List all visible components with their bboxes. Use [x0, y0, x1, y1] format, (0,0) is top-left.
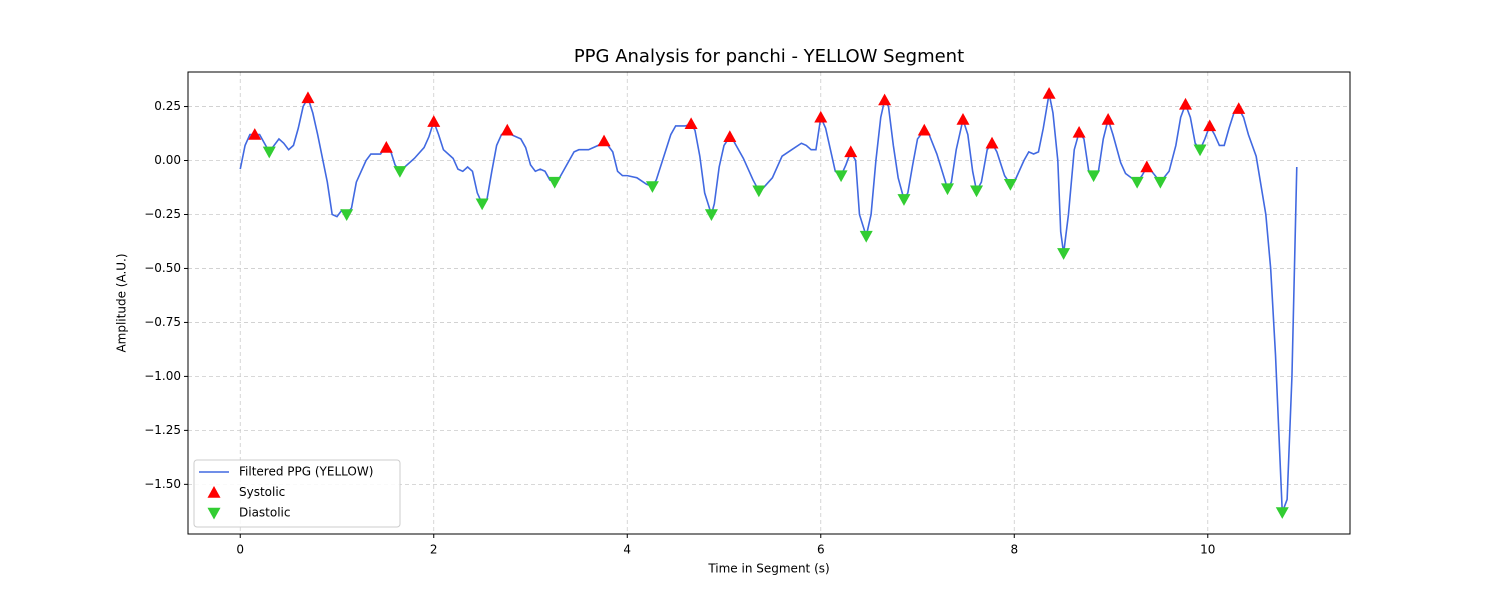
y-tick-label: −1.25: [144, 423, 181, 437]
legend-label: Diastolic: [239, 506, 291, 520]
systolic-marker: [427, 115, 441, 127]
y-axis-label: Amplitude (A.U.): [115, 253, 129, 352]
systolic-marker: [1203, 119, 1217, 132]
diastolic-marker: [1087, 170, 1101, 183]
diastolic-marker: [1193, 144, 1207, 157]
diastolic-marker: [340, 209, 354, 221]
diastolic-marker: [393, 166, 407, 178]
x-axis-label: Time in Segment (s): [707, 562, 829, 576]
legend-swatch: [207, 486, 221, 498]
x-tick-label: 8: [1010, 543, 1018, 557]
systolic-marker: [878, 93, 892, 106]
diastolic-marker: [475, 198, 489, 211]
systolic-marker: [985, 136, 999, 149]
legend-box: [193, 459, 401, 528]
x-tick-label: 4: [623, 543, 631, 557]
systolic-marker: [379, 141, 393, 153]
diastolic-marker: [834, 170, 848, 183]
diastolic-marker: [645, 181, 659, 193]
systolic-marker: [1232, 102, 1246, 114]
diastolic-marker: [262, 146, 276, 159]
systolic-marker: [814, 110, 828, 123]
systolic-marker: [844, 145, 858, 158]
diastolic-marker: [704, 209, 718, 221]
x-tick-label: 6: [817, 543, 825, 557]
y-tick-label: 0.00: [154, 153, 181, 167]
y-tick-label: −1.50: [144, 477, 181, 491]
diastolic-marker: [548, 176, 562, 189]
diastolic-marker: [1057, 248, 1071, 260]
diastolic-marker: [897, 194, 911, 206]
systolic-marker: [684, 117, 698, 130]
chart-title: PPG Analysis for panchi - YELLOW Segment: [574, 46, 964, 67]
systolic-marker: [1072, 125, 1086, 138]
y-tick-label: −0.25: [144, 207, 181, 221]
x-tick-label: 2: [430, 543, 438, 557]
legend-swatch: [207, 507, 221, 520]
diastolic-marker: [859, 230, 873, 243]
systolic-marker: [248, 128, 262, 140]
legend-label: Filtered PPG (YELLOW): [239, 465, 373, 479]
systolic-marker: [500, 123, 514, 136]
systolic-marker: [917, 123, 931, 136]
diastolic-marker: [1003, 179, 1017, 191]
y-tick-label: −0.75: [144, 315, 181, 329]
y-tick-label: −0.50: [144, 261, 181, 275]
systolic-marker: [723, 130, 737, 142]
legend-label: Systolic: [239, 485, 285, 499]
systolic-marker: [1179, 97, 1193, 110]
diastolic-marker: [941, 183, 955, 196]
y-tick-label: −1.00: [144, 369, 181, 383]
diastolic-marker: [1153, 176, 1167, 189]
x-tick-label: 10: [1200, 543, 1215, 557]
systolic-marker: [956, 112, 970, 125]
plot-frame: [187, 71, 1351, 535]
x-tick-label: 0: [236, 543, 244, 557]
diastolic-marker: [1275, 507, 1289, 519]
systolic-marker: [1042, 87, 1056, 99]
diastolic-marker: [752, 185, 766, 198]
y-tick-label: 0.25: [154, 99, 181, 113]
data-line: [239, 93, 1298, 513]
diastolic-marker: [1130, 176, 1144, 189]
diastolic-marker: [970, 185, 984, 198]
systolic-marker: [301, 91, 315, 104]
systolic-marker: [1101, 112, 1115, 125]
systolic-marker: [597, 134, 611, 147]
systolic-marker: [1140, 160, 1154, 173]
